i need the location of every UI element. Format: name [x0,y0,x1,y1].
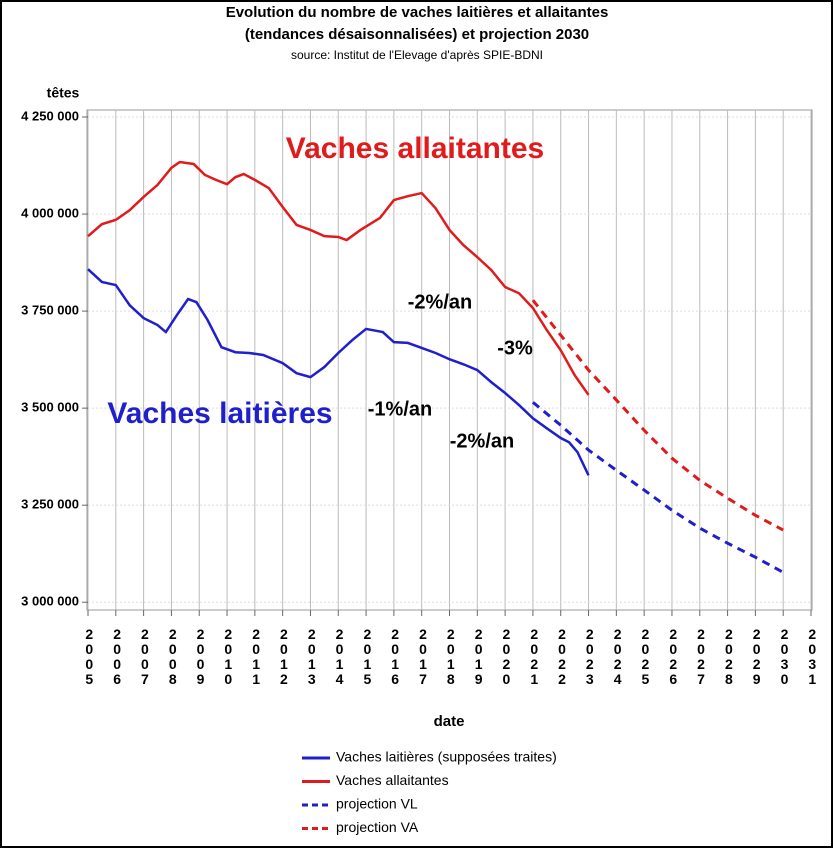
chart-subtitle: (tendances désaisonnalisées) et projecti… [245,26,589,43]
x-tick-label: 2022 [554,626,570,686]
x-tick-label: 2011 [248,626,264,686]
x-tick-label: 2019 [471,626,487,686]
legend-label: projection VL [336,796,418,812]
annotation: Vaches laitières [107,397,332,430]
x-tick-label: 2029 [749,626,765,686]
x-tick-label: 2008 [165,626,181,686]
annotation: Vaches allaitantes [286,132,545,165]
y-tick-label: 4 250 000 [21,108,79,123]
x-tick-label: 2016 [387,626,403,686]
chart-title: Evolution du nombre de vaches laitières … [226,4,609,21]
x-tick-label: 2017 [415,626,431,686]
x-tick-label: 2023 [582,626,598,686]
series-line [87,268,590,476]
x-tick-label: 2006 [109,626,125,686]
legend-label: Vaches allaitantes [336,772,449,788]
series-line [531,299,784,532]
x-tick-label: 2007 [137,626,153,686]
y-tick-label: 3 500 000 [21,400,79,415]
x-axis-label: date [434,713,465,730]
annotation: -2%/an [408,291,472,313]
annotation: -2%/an [450,430,514,452]
x-tick-label: 2027 [693,626,709,686]
x-tick-label: 2024 [610,626,626,686]
x-tick-label: 2021 [526,626,542,686]
y-axis-label: têtes [47,85,80,101]
x-tick-label: 2028 [721,626,737,686]
annotation: -1%/an [368,398,432,420]
x-tick-label: 2005 [81,626,97,686]
x-tick-label: 2012 [276,626,292,686]
y-tick-label: 3 750 000 [21,303,79,318]
series-line [531,401,784,574]
y-tick-label: 4 000 000 [21,205,79,220]
x-tick-label: 2013 [304,626,320,686]
x-tick-label: 2026 [665,626,681,686]
x-tick-label: 2010 [220,626,236,686]
series-line [87,160,590,396]
x-tick-label: 2014 [332,626,348,686]
legend-label: projection VA [336,819,419,835]
annotation: -3% [497,337,533,359]
y-tick-label: 3 000 000 [21,594,79,609]
source: source: Institut de l'Elevage d'après SP… [291,48,543,62]
x-tick-label: 2031 [804,626,820,686]
y-tick-label: 3 250 000 [21,497,79,512]
x-tick-label: 2025 [637,626,653,686]
x-tick-label: 2009 [193,626,209,686]
x-tick-label: 2015 [359,626,375,686]
x-tick-label: 2030 [776,626,792,686]
legend-label: Vaches laitières (supposées traites) [336,749,557,765]
x-tick-label: 2018 [443,626,459,686]
x-tick-label: 2020 [498,626,514,686]
